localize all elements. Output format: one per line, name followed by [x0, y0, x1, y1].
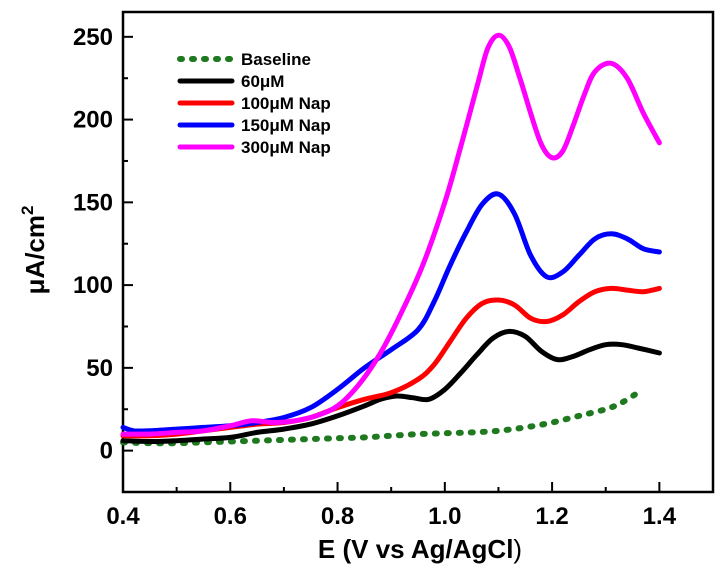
legend-label: 100μM Nap — [241, 94, 331, 113]
x-axis-title-main: E (V vs Ag/AgCl — [318, 534, 514, 564]
series-line — [120, 389, 641, 447]
x-tick-label: 1.2 — [535, 503, 568, 530]
y-axis-title-main: μA/cm — [20, 215, 50, 295]
x-tick-label: 0.8 — [321, 503, 354, 530]
y-tick-label: 100 — [73, 272, 113, 299]
y-axis-title: μA/cm2 — [18, 206, 50, 295]
y-tick-label: 250 — [73, 24, 113, 51]
series-line — [120, 328, 662, 444]
y-tick-label: 150 — [73, 189, 113, 216]
x-axis-title-close: ) — [513, 534, 522, 564]
legend-label: 150μM Nap — [241, 116, 331, 135]
plot-frame — [121, 10, 715, 494]
legend: Baseline 60μM 100μM Nap 150μM Nap 300μM Nap — [177, 50, 331, 157]
y-axis-title-sup: 2 — [18, 206, 37, 215]
axes: 0.4 0.6 0.8 1.0 1.2 1.4 0 50 100 150 200 250 — [73, 10, 715, 530]
legend-label: Baseline — [241, 50, 311, 69]
y-tick-label: 50 — [86, 355, 113, 382]
series-lines — [120, 32, 662, 447]
legend-label: 60μM — [241, 72, 284, 91]
y-tick-label: 0 — [100, 438, 113, 465]
x-tick-label: 1.4 — [643, 503, 677, 530]
legend-label: 300μM Nap — [241, 138, 331, 157]
x-tick-label: 0.4 — [106, 503, 140, 530]
x-tick-label: 1.0 — [428, 503, 461, 530]
series-line — [120, 32, 662, 437]
x-tick-label: 0.6 — [214, 503, 247, 530]
y-tick-label: 200 — [73, 107, 113, 134]
x-axis-title: E (V vs Ag/AgCl) — [318, 534, 522, 564]
